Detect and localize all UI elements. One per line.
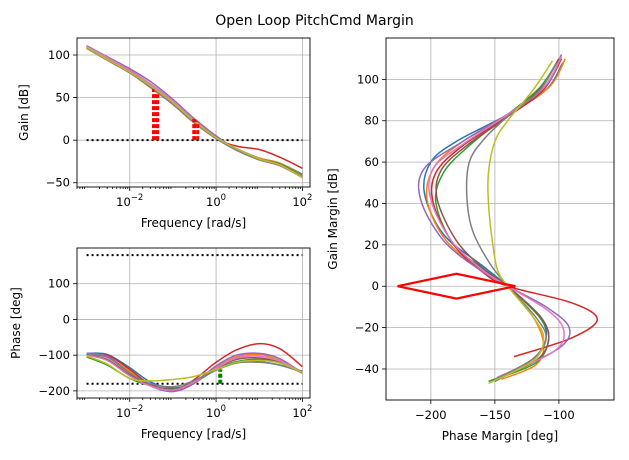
margin-diamond <box>397 272 516 300</box>
y-tick-label: −20 <box>355 321 379 335</box>
phase-reference-lines <box>86 254 303 385</box>
x-tick-label: 10−2 <box>116 193 143 209</box>
x-tick-label: 102 <box>292 193 312 209</box>
phase-margin-markers <box>218 369 223 384</box>
y-tick-label: 80 <box>364 114 379 128</box>
y-tick-label: 60 <box>364 155 379 169</box>
y-tick-label: 0 <box>372 279 379 293</box>
x-tick-label: −200 <box>415 408 447 422</box>
y-tick-label: −200 <box>38 384 70 398</box>
x-tick-label: −150 <box>479 408 511 422</box>
phase-plot-frame <box>76 247 311 399</box>
gain-chart: 10−2 100 102 −50 0 50 100 Frequency [rad/s] Ga… <box>17 37 313 230</box>
x-tick-exponent: −2 <box>131 193 144 203</box>
phase-gridlines <box>77 248 310 398</box>
series-line-8 <box>86 353 303 388</box>
x-tick-exponent: −2 <box>131 404 144 414</box>
y-tick-label: −50 <box>46 176 70 190</box>
y-tick-label: 100 <box>357 72 379 86</box>
nichols-y-axis-label: Gain Margin [dB] <box>326 168 340 269</box>
x-tick-label: 10−2 <box>116 404 143 420</box>
y-tick-label: 100 <box>48 277 70 291</box>
x-tick-exponent: 2 <box>307 193 312 203</box>
nichols-series <box>417 54 599 385</box>
y-tick-label: 40 <box>364 196 379 210</box>
x-tick-exponent: 2 <box>307 404 312 414</box>
y-tick-label: 0 <box>63 133 70 147</box>
y-tick-label: 20 <box>364 238 379 252</box>
nichols-x-axis-label: Phase Margin [deg] <box>442 429 558 443</box>
x-tick-label: 102 <box>292 404 312 420</box>
x-tick-exponent: 0 <box>221 404 226 414</box>
series-line-8 <box>86 47 303 179</box>
figure-title: Open Loop PitchCmd Margin <box>215 13 414 29</box>
y-tick-label: −100 <box>38 348 70 362</box>
y-tick-label: −40 <box>355 362 379 376</box>
nichols-gridlines <box>386 38 614 400</box>
y-tick-label: 50 <box>55 91 70 105</box>
nichols-plot-frame <box>385 37 615 401</box>
series-line-9 <box>86 355 303 382</box>
series-line-9 <box>487 60 554 385</box>
gain-ticks: 10−2 100 102 −50 0 50 100 <box>46 48 313 209</box>
phase-x-axis-label: Frequency [rad/s] <box>141 427 246 441</box>
y-tick-label: 100 <box>48 48 70 62</box>
gain-series <box>86 45 303 179</box>
nichols-margin-diamond <box>397 272 516 300</box>
y-tick-label: 0 <box>63 312 70 326</box>
gain-x-axis-label: Frequency [rad/s] <box>141 216 246 230</box>
gain-y-axis-label: Gain [dB] <box>17 84 31 141</box>
phase-series <box>86 342 303 393</box>
x-tick-exponent: 0 <box>221 193 226 203</box>
x-tick-label: 100 <box>206 404 226 420</box>
gain-margin-markers <box>151 89 200 141</box>
x-tick-label: −100 <box>543 408 575 422</box>
series-line-4 <box>430 58 599 358</box>
series-line-8 <box>465 62 558 380</box>
phase-y-axis-label: Phase [deg] <box>9 287 23 359</box>
series-line-7 <box>86 354 303 391</box>
series-line-7 <box>428 56 565 378</box>
x-tick-label: 100 <box>206 193 226 209</box>
